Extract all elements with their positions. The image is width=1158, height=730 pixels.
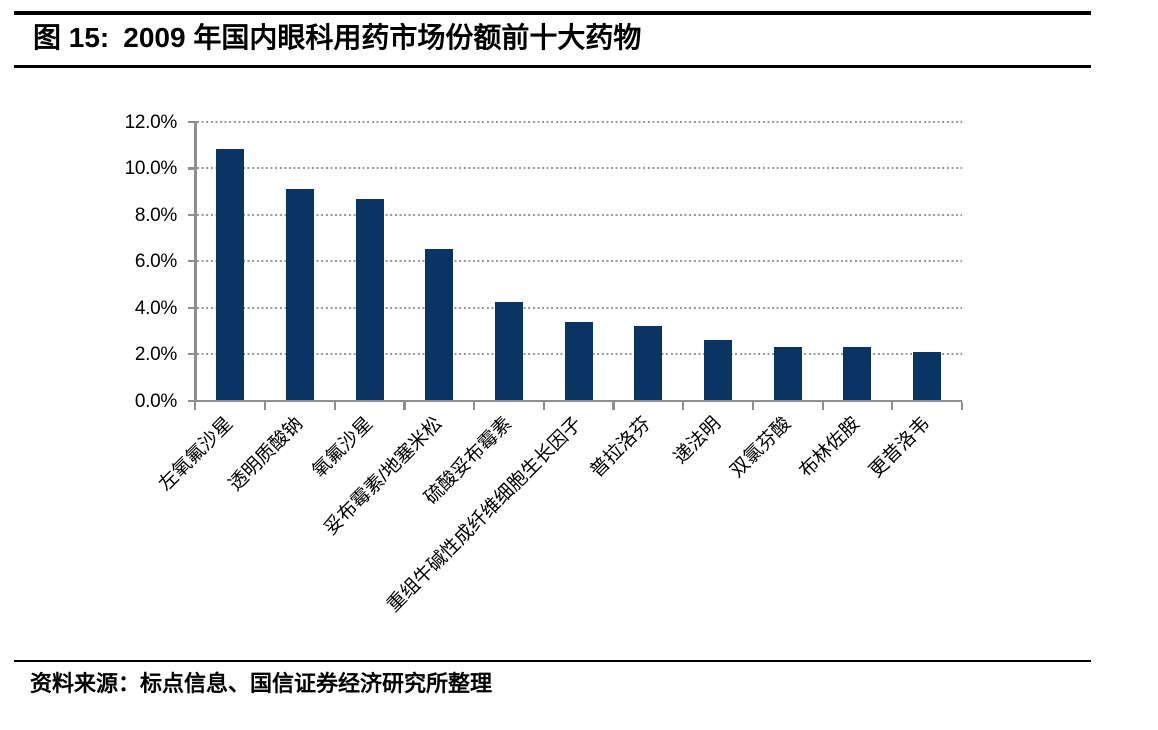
x-axis-tick (960, 402, 964, 410)
y-axis-label: 0.0% (134, 390, 177, 412)
y-axis-tick (188, 353, 195, 356)
x-axis-tick (542, 402, 545, 410)
x-axis-tick (473, 402, 476, 410)
figure-title-text: 2009 年国内眼科用药市场份额前十大药物 (123, 21, 642, 53)
y-axis-tick (188, 213, 195, 217)
y-axis-label: 8.0% (134, 204, 177, 226)
x-axis-tick (333, 402, 336, 410)
category-label: 透明质酸钠 (225, 412, 308, 495)
y-axis-label: 4.0% (134, 297, 177, 319)
bar (425, 248, 454, 400)
x-axis-tick (194, 402, 197, 410)
x-axis-tick (751, 402, 754, 410)
bottom-rule (14, 659, 1091, 663)
gridline (196, 260, 962, 263)
category-label: 左氧氟沙星 (155, 412, 238, 495)
title-divider-rule (14, 65, 1091, 69)
y-axis-tick (188, 167, 195, 170)
figure-label: 图 15: (33, 21, 110, 53)
category-label: 妥布霉素/地塞米松 (320, 412, 447, 539)
gridline (196, 306, 962, 309)
category-label: 氧氟沙星 (308, 412, 377, 482)
bar (913, 352, 942, 400)
y-axis-tick (188, 260, 195, 263)
bar (843, 347, 872, 400)
y-axis-tick (188, 399, 195, 402)
y-axis-label: 10.0% (124, 158, 178, 180)
category-label: 更昔洛韦 (865, 412, 935, 482)
gridline (196, 213, 962, 216)
gridline (196, 167, 962, 170)
bar (634, 326, 663, 400)
y-axis-line (194, 121, 197, 402)
y-axis-tick (188, 120, 195, 124)
bar (355, 198, 384, 400)
x-axis-tick (891, 402, 894, 410)
bar (704, 340, 733, 400)
y-axis-label: 6.0% (134, 251, 177, 273)
x-axis-tick (821, 402, 824, 410)
source-note: 资料来源：标点信息、国信证券经济研究所整理 (30, 671, 493, 696)
x-axis-tick (612, 402, 615, 410)
bar (216, 148, 245, 400)
bar (564, 321, 593, 400)
y-axis-label: 2.0% (134, 344, 177, 366)
bar (773, 347, 802, 400)
category-label: 普拉洛芬 (586, 412, 656, 482)
top-rule (14, 11, 1091, 15)
category-label: 布林佐胺 (796, 412, 865, 482)
bar (495, 302, 523, 400)
x-axis-tick (682, 402, 685, 410)
gridline (196, 121, 962, 123)
y-axis-label: 12.0% (124, 112, 178, 133)
x-axis-tick (263, 402, 267, 410)
x-axis-line (194, 399, 962, 402)
y-axis-tick (188, 306, 195, 309)
bar (285, 189, 314, 400)
figure-title: 图 15: 2009 年国内眼科用药市场份额前十大药物 (33, 21, 641, 55)
category-label: 双氯芬酸 (726, 412, 795, 482)
category-label: 递法明 (670, 412, 726, 468)
x-axis-tick (403, 402, 406, 410)
